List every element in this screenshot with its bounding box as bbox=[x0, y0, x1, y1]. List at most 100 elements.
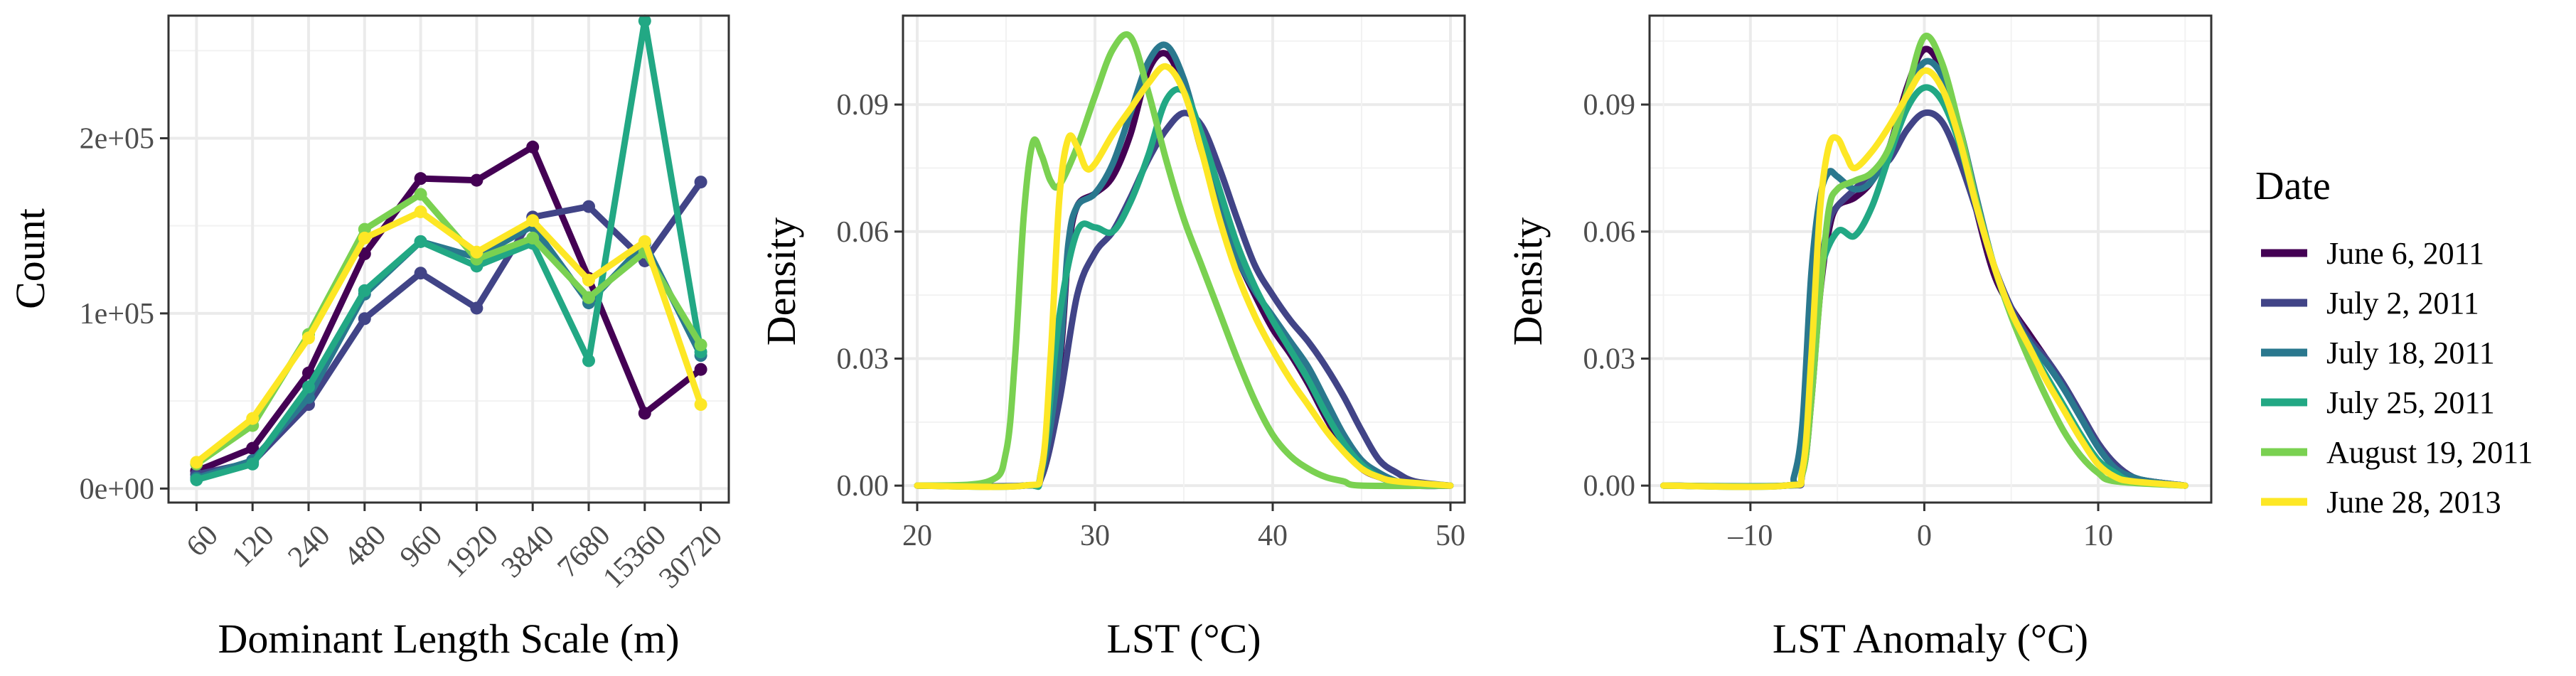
panel-anomaly-y-tick-label: 0.09 bbox=[1583, 89, 1636, 122]
panel-count-border bbox=[167, 14, 730, 504]
panel-count-data-point bbox=[358, 231, 371, 245]
panel-anomaly-grid bbox=[1650, 16, 2211, 503]
panel-anomaly-x-title: LST Anomaly (°C) bbox=[1773, 616, 2088, 662]
panel-anomaly-x-tick-label: 0 bbox=[1917, 520, 1932, 552]
panel-count-data-point bbox=[358, 247, 371, 261]
panel-count-x-tick-label: 960 bbox=[394, 519, 449, 574]
legend-entry-label: July 18, 2011 bbox=[2326, 336, 2495, 370]
panel-count-data-point bbox=[582, 354, 595, 367]
panel-count-data-point bbox=[414, 172, 427, 186]
panel-count-data-point bbox=[246, 412, 260, 425]
legend-title: Date bbox=[2255, 164, 2331, 208]
panel-count-series-line bbox=[193, 208, 705, 466]
panel-lst-x-tick-label: 30 bbox=[1080, 520, 1110, 552]
panel-count-data-point bbox=[470, 301, 483, 315]
panel-count-data-point bbox=[246, 457, 260, 471]
panel-lst-y-title: Density bbox=[758, 218, 804, 345]
panel-anomaly-y-tick-label: 0.06 bbox=[1583, 216, 1636, 249]
panel-count-y-tick-label: 2e+05 bbox=[80, 122, 154, 155]
panel-anomaly-y-tick-label: 0.03 bbox=[1583, 343, 1636, 375]
panel-count-data-point bbox=[694, 338, 707, 352]
panel-count-data-point bbox=[190, 456, 203, 469]
panel-count-x-tick-label: 1920 bbox=[439, 519, 505, 584]
panel-anomaly-x-ticks: –10 0 10 bbox=[1727, 503, 2113, 552]
panel-anomaly: –10 0 10 0.00 0.03 0.06 0.09 LST Anomaly (°C)… bbox=[1505, 14, 2213, 662]
panel-count-data-point bbox=[358, 222, 371, 236]
panel-count-x-tick-label: 30720 bbox=[653, 519, 729, 595]
panel-count-data-point bbox=[302, 380, 315, 394]
panel-lst-series-line bbox=[914, 31, 1454, 490]
panel-anomaly-series-line bbox=[1660, 32, 2188, 490]
panel-lst-x-ticks: 20 30 40 50 bbox=[902, 503, 1465, 552]
panel-anomaly-y-title: Density bbox=[1505, 218, 1551, 345]
panel-count-data-point bbox=[694, 363, 707, 376]
panel-count-data-point bbox=[694, 398, 707, 412]
panel-count-x-tick-label: 15360 bbox=[597, 519, 673, 595]
panel-anomaly-series-line bbox=[1660, 58, 2188, 490]
panel-count-data-point bbox=[638, 407, 651, 420]
panel-count-data-point bbox=[638, 235, 651, 248]
panel-anomaly-series bbox=[1660, 32, 2188, 490]
panel-count-x-tick-label: 3840 bbox=[496, 519, 561, 584]
panel-lst: 20 30 40 50 0.00 0.03 0.06 0.09 LST (°C) Densi… bbox=[758, 14, 1466, 662]
panel-lst-y-ticks: 0.00 0.03 0.06 0.09 bbox=[837, 89, 903, 503]
panel-count-x-tick-label: 120 bbox=[226, 519, 281, 574]
panel-lst-x-title: LST (°C) bbox=[1106, 616, 1261, 662]
panel-count-data-point bbox=[526, 231, 540, 245]
panel-lst-series-line bbox=[914, 63, 1454, 490]
legend-entry-label: August 19, 2011 bbox=[2326, 435, 2533, 470]
panel-lst-series-line bbox=[914, 86, 1454, 490]
panel-count-data-point bbox=[190, 473, 203, 486]
legend-entry-label: June 6, 2011 bbox=[2326, 236, 2484, 271]
panel-anomaly-y-tick-label: 0.00 bbox=[1583, 470, 1636, 503]
panel-anomaly-y-ticks: 0.00 0.03 0.06 0.09 bbox=[1583, 89, 1650, 503]
panel-lst-x-tick-label: 20 bbox=[902, 520, 932, 552]
panel-anomaly-series-line bbox=[1660, 67, 2188, 490]
panel-count-x-tick-label: 60 bbox=[181, 519, 225, 563]
panel-count-y-tick-label: 0e+00 bbox=[80, 473, 154, 505]
legend-entry-label: July 2, 2011 bbox=[2326, 286, 2479, 321]
panel-count-y-ticks: 0e+00 1e+05 2e+05 bbox=[80, 122, 169, 505]
legend-items: June 6, 2011 July 2, 2011 July 18, 2011 Jul… bbox=[2261, 236, 2533, 520]
panel-count-grid bbox=[169, 16, 729, 503]
panel-count-data-point bbox=[582, 274, 595, 287]
panel-count-data-point bbox=[358, 284, 371, 297]
panel-count-x-tick-label: 480 bbox=[338, 519, 392, 574]
panel-count-data-point bbox=[526, 140, 540, 154]
panel-count-data-point bbox=[638, 14, 651, 28]
panel-count-data-point bbox=[302, 331, 315, 345]
panel-count-y-title: Count bbox=[7, 208, 53, 309]
panel-count-data-point bbox=[358, 312, 371, 326]
panel-count-data-point bbox=[414, 235, 427, 248]
panel-lst-y-tick-label: 0.06 bbox=[837, 216, 889, 249]
panel-lst-x-tick-label: 50 bbox=[1436, 520, 1465, 552]
panel-anomaly-x-tick-label: 10 bbox=[2083, 520, 2113, 552]
panel-count-data-point bbox=[414, 188, 427, 201]
panel-anomaly-border bbox=[1648, 14, 2213, 504]
panel-lst-y-tick-label: 0.03 bbox=[837, 343, 889, 375]
panel-lst-series bbox=[914, 31, 1454, 490]
panel-count-x-title: Dominant Length Scale (m) bbox=[218, 616, 679, 662]
panel-count-x-tick-label: 240 bbox=[282, 519, 336, 574]
panel-anomaly-x-tick-label: –10 bbox=[1727, 520, 1773, 552]
panel-count-series-line bbox=[193, 17, 705, 483]
panel-count-data-point bbox=[246, 441, 260, 455]
panel-count-y-tick-label: 1e+05 bbox=[80, 298, 154, 331]
legend-entry-label: July 25, 2011 bbox=[2326, 385, 2495, 420]
panel-lst-series-line bbox=[914, 109, 1454, 490]
legend-entry-label: June 28, 2013 bbox=[2326, 485, 2501, 520]
panel-lst-x-tick-label: 40 bbox=[1258, 520, 1288, 552]
panel-lst-y-tick-label: 0.09 bbox=[837, 89, 889, 122]
panel-count-data-point bbox=[582, 200, 595, 213]
panel-count-data-point bbox=[694, 176, 707, 189]
panel-count-series-line bbox=[193, 144, 705, 475]
panel-count-data-point bbox=[526, 214, 540, 227]
panel-count-data-point bbox=[414, 267, 427, 280]
legend: Date June 6, 2011 July 2, 2011 July 18, 20… bbox=[2255, 164, 2533, 520]
panel-count-data-point bbox=[470, 173, 483, 187]
panel-count-data-point bbox=[470, 245, 483, 259]
panel-count-data-point bbox=[582, 291, 595, 304]
panel-lst-y-tick-label: 0.00 bbox=[837, 470, 889, 503]
